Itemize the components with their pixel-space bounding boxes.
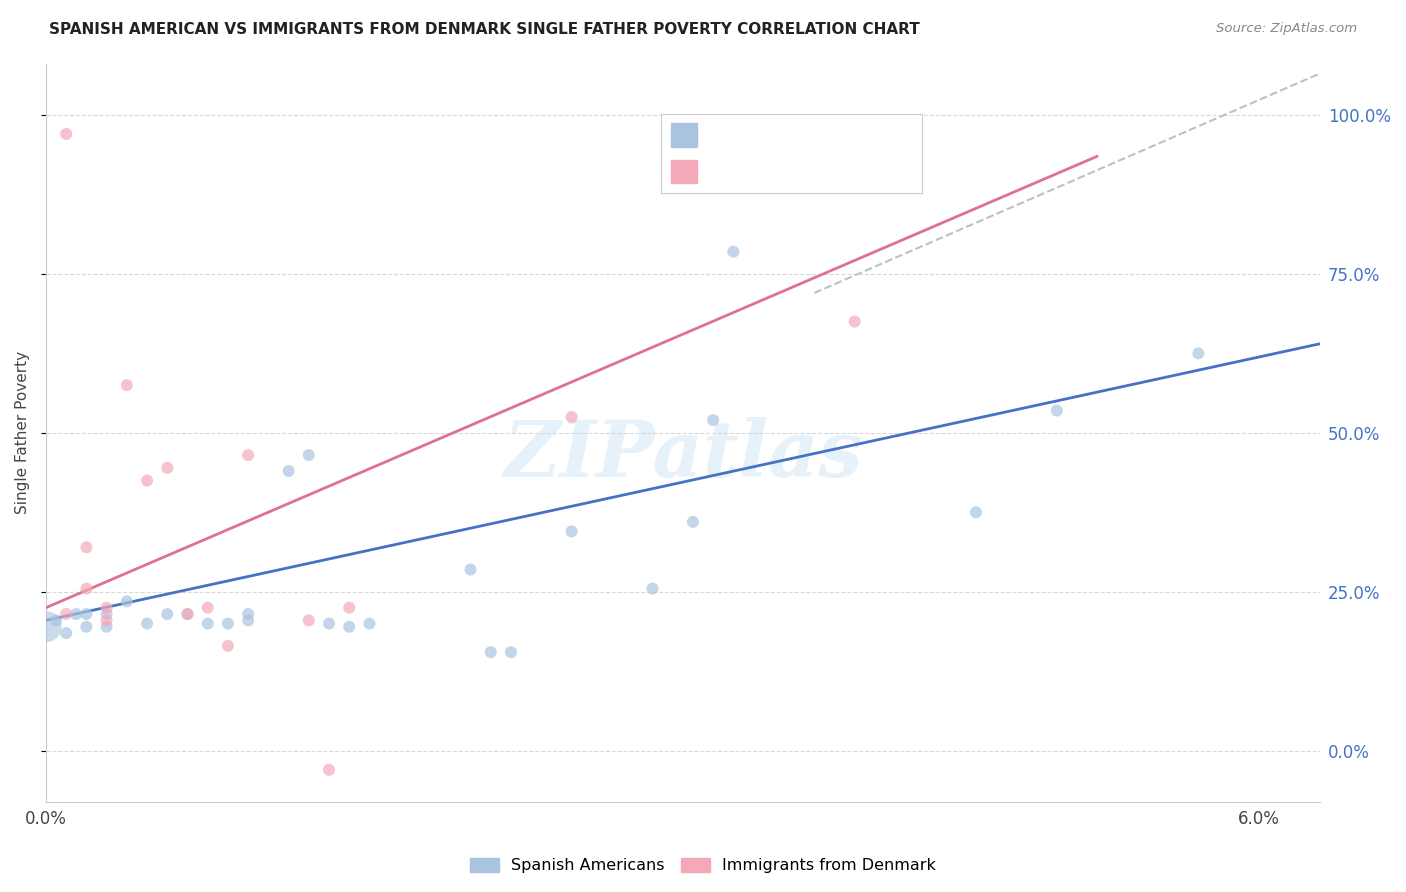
Point <box>55 626 77 640</box>
Point <box>641 582 664 596</box>
Point <box>96 607 118 621</box>
Point <box>55 127 77 141</box>
Point <box>115 378 138 392</box>
Bar <box>671 160 697 184</box>
Point <box>1187 346 1209 360</box>
Point <box>499 645 522 659</box>
Point <box>65 607 87 621</box>
Point <box>96 600 118 615</box>
Point <box>115 594 138 608</box>
Point <box>337 620 360 634</box>
Point <box>217 616 239 631</box>
Point <box>844 314 866 328</box>
Point <box>682 515 704 529</box>
Point <box>197 616 219 631</box>
Point <box>55 607 77 621</box>
Point <box>460 562 482 576</box>
Point <box>561 409 583 424</box>
Point <box>318 763 340 777</box>
Text: R =: R = <box>707 128 741 143</box>
Point <box>723 244 745 259</box>
Point <box>156 607 179 621</box>
Text: N =: N = <box>799 128 834 143</box>
Point <box>479 645 502 659</box>
Point <box>359 616 381 631</box>
Point <box>298 448 321 462</box>
Text: N =: N = <box>799 164 834 179</box>
Point <box>96 614 118 628</box>
Point <box>337 600 360 615</box>
Point <box>96 620 118 634</box>
Point <box>176 607 198 621</box>
Text: 26: 26 <box>832 128 853 143</box>
Point <box>217 639 239 653</box>
Text: Source: ZipAtlas.com: Source: ZipAtlas.com <box>1216 22 1357 36</box>
Text: R =: R = <box>707 164 741 179</box>
FancyBboxPatch shape <box>661 114 922 193</box>
Point <box>298 614 321 628</box>
Point <box>197 600 219 615</box>
Point <box>236 607 259 621</box>
Point <box>75 541 97 555</box>
Point <box>45 614 67 628</box>
Point <box>965 505 987 519</box>
Point <box>136 616 159 631</box>
Text: ZIPatlas: ZIPatlas <box>503 417 862 493</box>
Point <box>75 582 97 596</box>
Point <box>156 460 179 475</box>
Point <box>75 607 97 621</box>
Point <box>136 474 159 488</box>
Point <box>702 413 724 427</box>
Point <box>35 620 58 634</box>
Text: 0.439: 0.439 <box>741 128 789 143</box>
Point <box>1046 403 1069 417</box>
Text: 0.565: 0.565 <box>741 164 789 179</box>
Text: SPANISH AMERICAN VS IMMIGRANTS FROM DENMARK SINGLE FATHER POVERTY CORRELATION CH: SPANISH AMERICAN VS IMMIGRANTS FROM DENM… <box>49 22 920 37</box>
Point <box>75 620 97 634</box>
Point <box>318 616 340 631</box>
Point <box>236 614 259 628</box>
Bar <box>671 123 697 147</box>
Text: 18: 18 <box>832 164 853 179</box>
Y-axis label: Single Father Poverty: Single Father Poverty <box>15 351 30 515</box>
Point <box>176 607 198 621</box>
Point <box>236 448 259 462</box>
Point <box>277 464 299 478</box>
Point <box>561 524 583 539</box>
Legend: Spanish Americans, Immigrants from Denmark: Spanish Americans, Immigrants from Denma… <box>464 851 942 880</box>
